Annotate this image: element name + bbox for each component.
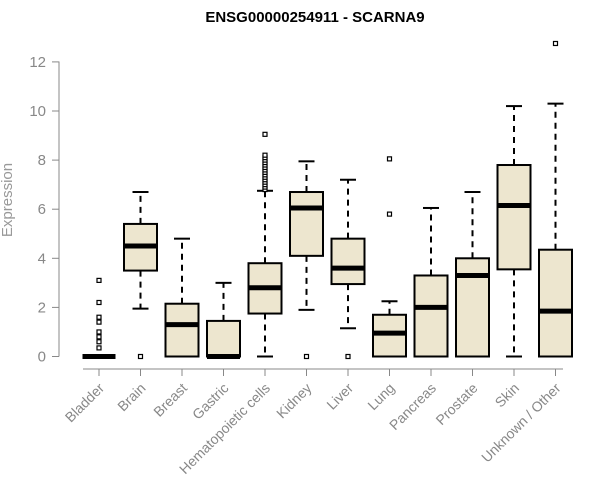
x-tick-label: Kidney xyxy=(273,380,315,422)
box-body xyxy=(206,319,241,358)
box-11 xyxy=(538,40,573,358)
outlier-point xyxy=(96,345,102,351)
outlier-point xyxy=(96,277,102,283)
box-0 xyxy=(82,277,116,359)
y-tick-label: 2 xyxy=(38,299,46,316)
y-tick-label: 0 xyxy=(38,349,46,366)
boxes xyxy=(82,40,573,360)
outlier-point xyxy=(386,156,393,162)
box-body xyxy=(538,248,573,358)
box-4 xyxy=(247,131,283,358)
outlier-point xyxy=(96,339,102,345)
box-body xyxy=(289,191,324,257)
outlier-point xyxy=(96,299,102,306)
y-tick-label: 4 xyxy=(38,250,46,267)
box-body xyxy=(164,302,200,358)
x-tick-label: Breast xyxy=(150,380,190,420)
outlier-point xyxy=(386,211,393,217)
chart-title: ENSG00000254911 - SCARNA9 xyxy=(205,9,424,26)
x-tick-label: Lung xyxy=(364,380,397,413)
box-7 xyxy=(372,156,407,358)
outlier-point xyxy=(137,353,144,360)
box-body xyxy=(413,274,449,358)
y-tick-label: 10 xyxy=(29,103,46,120)
x-tick-label: Unknown / Other xyxy=(478,380,564,466)
box-body xyxy=(496,164,532,271)
outlier-point xyxy=(552,40,559,47)
box-6 xyxy=(330,178,366,360)
x-tick-label: Bladder xyxy=(62,380,108,426)
y-tick-label: 6 xyxy=(38,201,46,218)
y-ticks: 0 2 4 6 8 10 12 xyxy=(29,54,59,366)
x-tick-label: Prostate xyxy=(432,380,480,428)
box-8 xyxy=(413,206,449,358)
box-1 xyxy=(123,191,158,360)
outlier-point xyxy=(96,319,102,325)
box-10 xyxy=(496,105,532,358)
outlier-point xyxy=(262,131,268,137)
y-tick-label: 12 xyxy=(29,54,46,71)
outlier-point xyxy=(345,353,351,360)
x-tick-label: Liver xyxy=(323,380,356,413)
box-9 xyxy=(455,191,490,358)
box-2 xyxy=(164,237,200,358)
outlier-point xyxy=(96,329,102,335)
outlier-point xyxy=(303,353,310,360)
outlier-point xyxy=(96,314,102,320)
outlier-point xyxy=(262,152,268,158)
y-tick-label: 8 xyxy=(38,152,46,169)
x-tick-label: Skin xyxy=(492,380,523,411)
x-tick-label: Brain xyxy=(114,380,148,414)
box-5 xyxy=(289,160,324,360)
box-body xyxy=(330,237,366,286)
y-axis-label: Expression xyxy=(0,163,16,237)
box-3 xyxy=(206,281,241,359)
outlier-point xyxy=(96,334,102,340)
